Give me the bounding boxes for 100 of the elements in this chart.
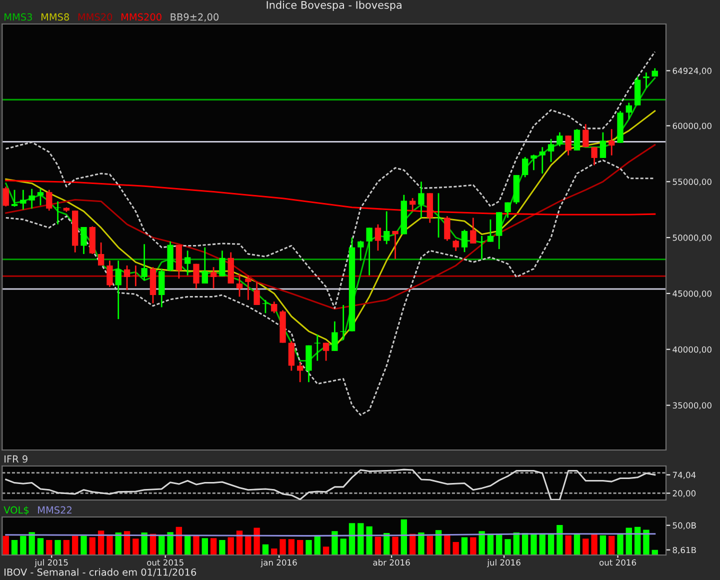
bar xyxy=(487,534,494,555)
x-tick-label: jan 2016 xyxy=(260,559,297,568)
candlestick xyxy=(98,242,104,266)
candlestick xyxy=(626,102,632,120)
y-tick-label: 50,0B xyxy=(672,522,696,530)
bar xyxy=(608,536,615,555)
bar xyxy=(340,538,346,555)
y-tick-label: 60000,00 xyxy=(672,122,712,130)
candlestick xyxy=(374,224,382,252)
bar xyxy=(193,536,200,555)
bar xyxy=(46,540,52,555)
bar xyxy=(643,530,650,555)
candlestick xyxy=(271,300,278,314)
y-tick-label: 55000,00 xyxy=(672,178,712,186)
bar xyxy=(358,523,364,555)
candlestick xyxy=(643,72,650,89)
candlestick xyxy=(219,250,226,278)
candlestick xyxy=(2,186,9,208)
y-tick-label: 74,04 xyxy=(672,472,696,479)
bar xyxy=(296,540,304,555)
candlestick xyxy=(504,202,511,218)
candlestick xyxy=(461,229,468,253)
candlestick xyxy=(54,200,61,226)
bar xyxy=(314,536,320,555)
candlestick xyxy=(496,211,502,250)
bar xyxy=(202,538,208,555)
bar xyxy=(366,526,372,555)
series-label: IFR 9 xyxy=(4,455,28,463)
bar xyxy=(444,534,450,555)
bar xyxy=(504,539,511,555)
candlestick xyxy=(236,272,243,298)
bar xyxy=(435,530,442,555)
candlestick xyxy=(245,274,252,301)
bar xyxy=(322,546,330,555)
bar xyxy=(20,536,26,555)
bar xyxy=(574,534,580,555)
series-label: VOL$ xyxy=(4,506,29,515)
bar xyxy=(470,537,476,555)
candlestick xyxy=(184,250,191,276)
candlestick xyxy=(574,128,580,152)
bar xyxy=(530,533,537,555)
candlestick xyxy=(530,154,537,171)
bar xyxy=(141,532,148,555)
candlestick xyxy=(418,180,424,218)
bar xyxy=(184,536,191,555)
candlestick xyxy=(254,281,260,306)
bar xyxy=(106,536,113,555)
candlestick xyxy=(582,123,589,148)
bar xyxy=(348,523,356,555)
line-series xyxy=(5,180,656,216)
y-tick-label: 20,00 xyxy=(672,490,696,498)
bar xyxy=(176,526,182,555)
bar xyxy=(591,534,598,555)
bar xyxy=(617,533,624,555)
y-tick-label: 35000,00 xyxy=(672,402,712,410)
bar xyxy=(210,538,217,555)
text: MMS3 xyxy=(4,13,32,21)
candlestick xyxy=(296,362,304,383)
candlestick xyxy=(565,134,572,156)
candlestick xyxy=(132,264,139,287)
bar xyxy=(54,540,61,555)
candlestick xyxy=(444,216,450,242)
bar xyxy=(374,536,382,555)
candlestick xyxy=(106,260,113,288)
bar xyxy=(63,540,70,555)
bar xyxy=(11,540,18,555)
bar xyxy=(496,534,502,555)
candlestick xyxy=(452,239,459,252)
bar xyxy=(400,519,408,555)
text: IBOV - Semanal - criado em 01/11/2016 xyxy=(4,568,196,577)
bar xyxy=(556,525,563,555)
candlestick xyxy=(332,320,338,352)
candlestick xyxy=(193,263,200,290)
bar xyxy=(452,542,459,555)
bar xyxy=(332,531,338,555)
candlestick xyxy=(11,189,18,208)
bar xyxy=(306,540,312,555)
bar xyxy=(539,534,546,555)
candlestick xyxy=(522,156,528,178)
candlestick xyxy=(556,132,563,147)
bar xyxy=(271,548,278,555)
bar xyxy=(167,532,174,555)
candlestick xyxy=(37,188,44,206)
candlestick xyxy=(392,230,398,260)
bar xyxy=(426,536,433,555)
bar xyxy=(254,528,260,555)
candlestick xyxy=(158,268,165,308)
bar xyxy=(600,535,606,555)
bar xyxy=(132,538,139,555)
bar xyxy=(288,539,295,555)
candlestick xyxy=(202,246,208,284)
text: MMS22 xyxy=(38,506,72,514)
y-tick-label: 40000,00 xyxy=(672,346,712,354)
bar xyxy=(565,535,572,555)
bar xyxy=(280,539,286,555)
bar xyxy=(418,532,424,555)
bar xyxy=(2,536,9,555)
bar xyxy=(392,536,398,555)
bar xyxy=(219,540,226,555)
text: MMS8 xyxy=(41,13,69,21)
